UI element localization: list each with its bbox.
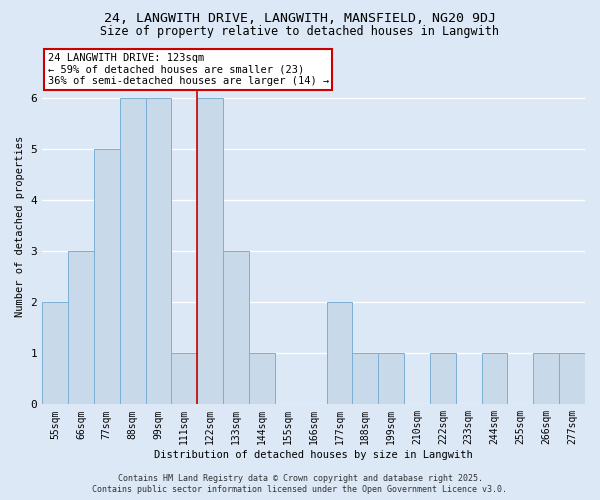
Bar: [223, 252, 249, 404]
Text: 24 LANGWITH DRIVE: 123sqm
← 59% of detached houses are smaller (23)
36% of semi-: 24 LANGWITH DRIVE: 123sqm ← 59% of detac…: [47, 53, 329, 86]
Bar: [249, 354, 275, 405]
Bar: [42, 302, 68, 404]
Text: Contains HM Land Registry data © Crown copyright and database right 2025.
Contai: Contains HM Land Registry data © Crown c…: [92, 474, 508, 494]
Bar: [430, 354, 456, 405]
Bar: [352, 354, 378, 405]
Bar: [68, 252, 94, 404]
Text: Size of property relative to detached houses in Langwith: Size of property relative to detached ho…: [101, 25, 499, 38]
Bar: [120, 98, 146, 405]
Bar: [172, 354, 197, 405]
Text: 24, LANGWITH DRIVE, LANGWITH, MANSFIELD, NG20 9DJ: 24, LANGWITH DRIVE, LANGWITH, MANSFIELD,…: [104, 12, 496, 26]
Y-axis label: Number of detached properties: Number of detached properties: [15, 136, 25, 316]
Bar: [146, 98, 172, 405]
X-axis label: Distribution of detached houses by size in Langwith: Distribution of detached houses by size …: [154, 450, 473, 460]
Bar: [94, 150, 120, 404]
Bar: [482, 354, 508, 405]
Bar: [559, 354, 585, 405]
Bar: [197, 98, 223, 405]
Bar: [533, 354, 559, 405]
Bar: [378, 354, 404, 405]
Bar: [326, 302, 352, 404]
